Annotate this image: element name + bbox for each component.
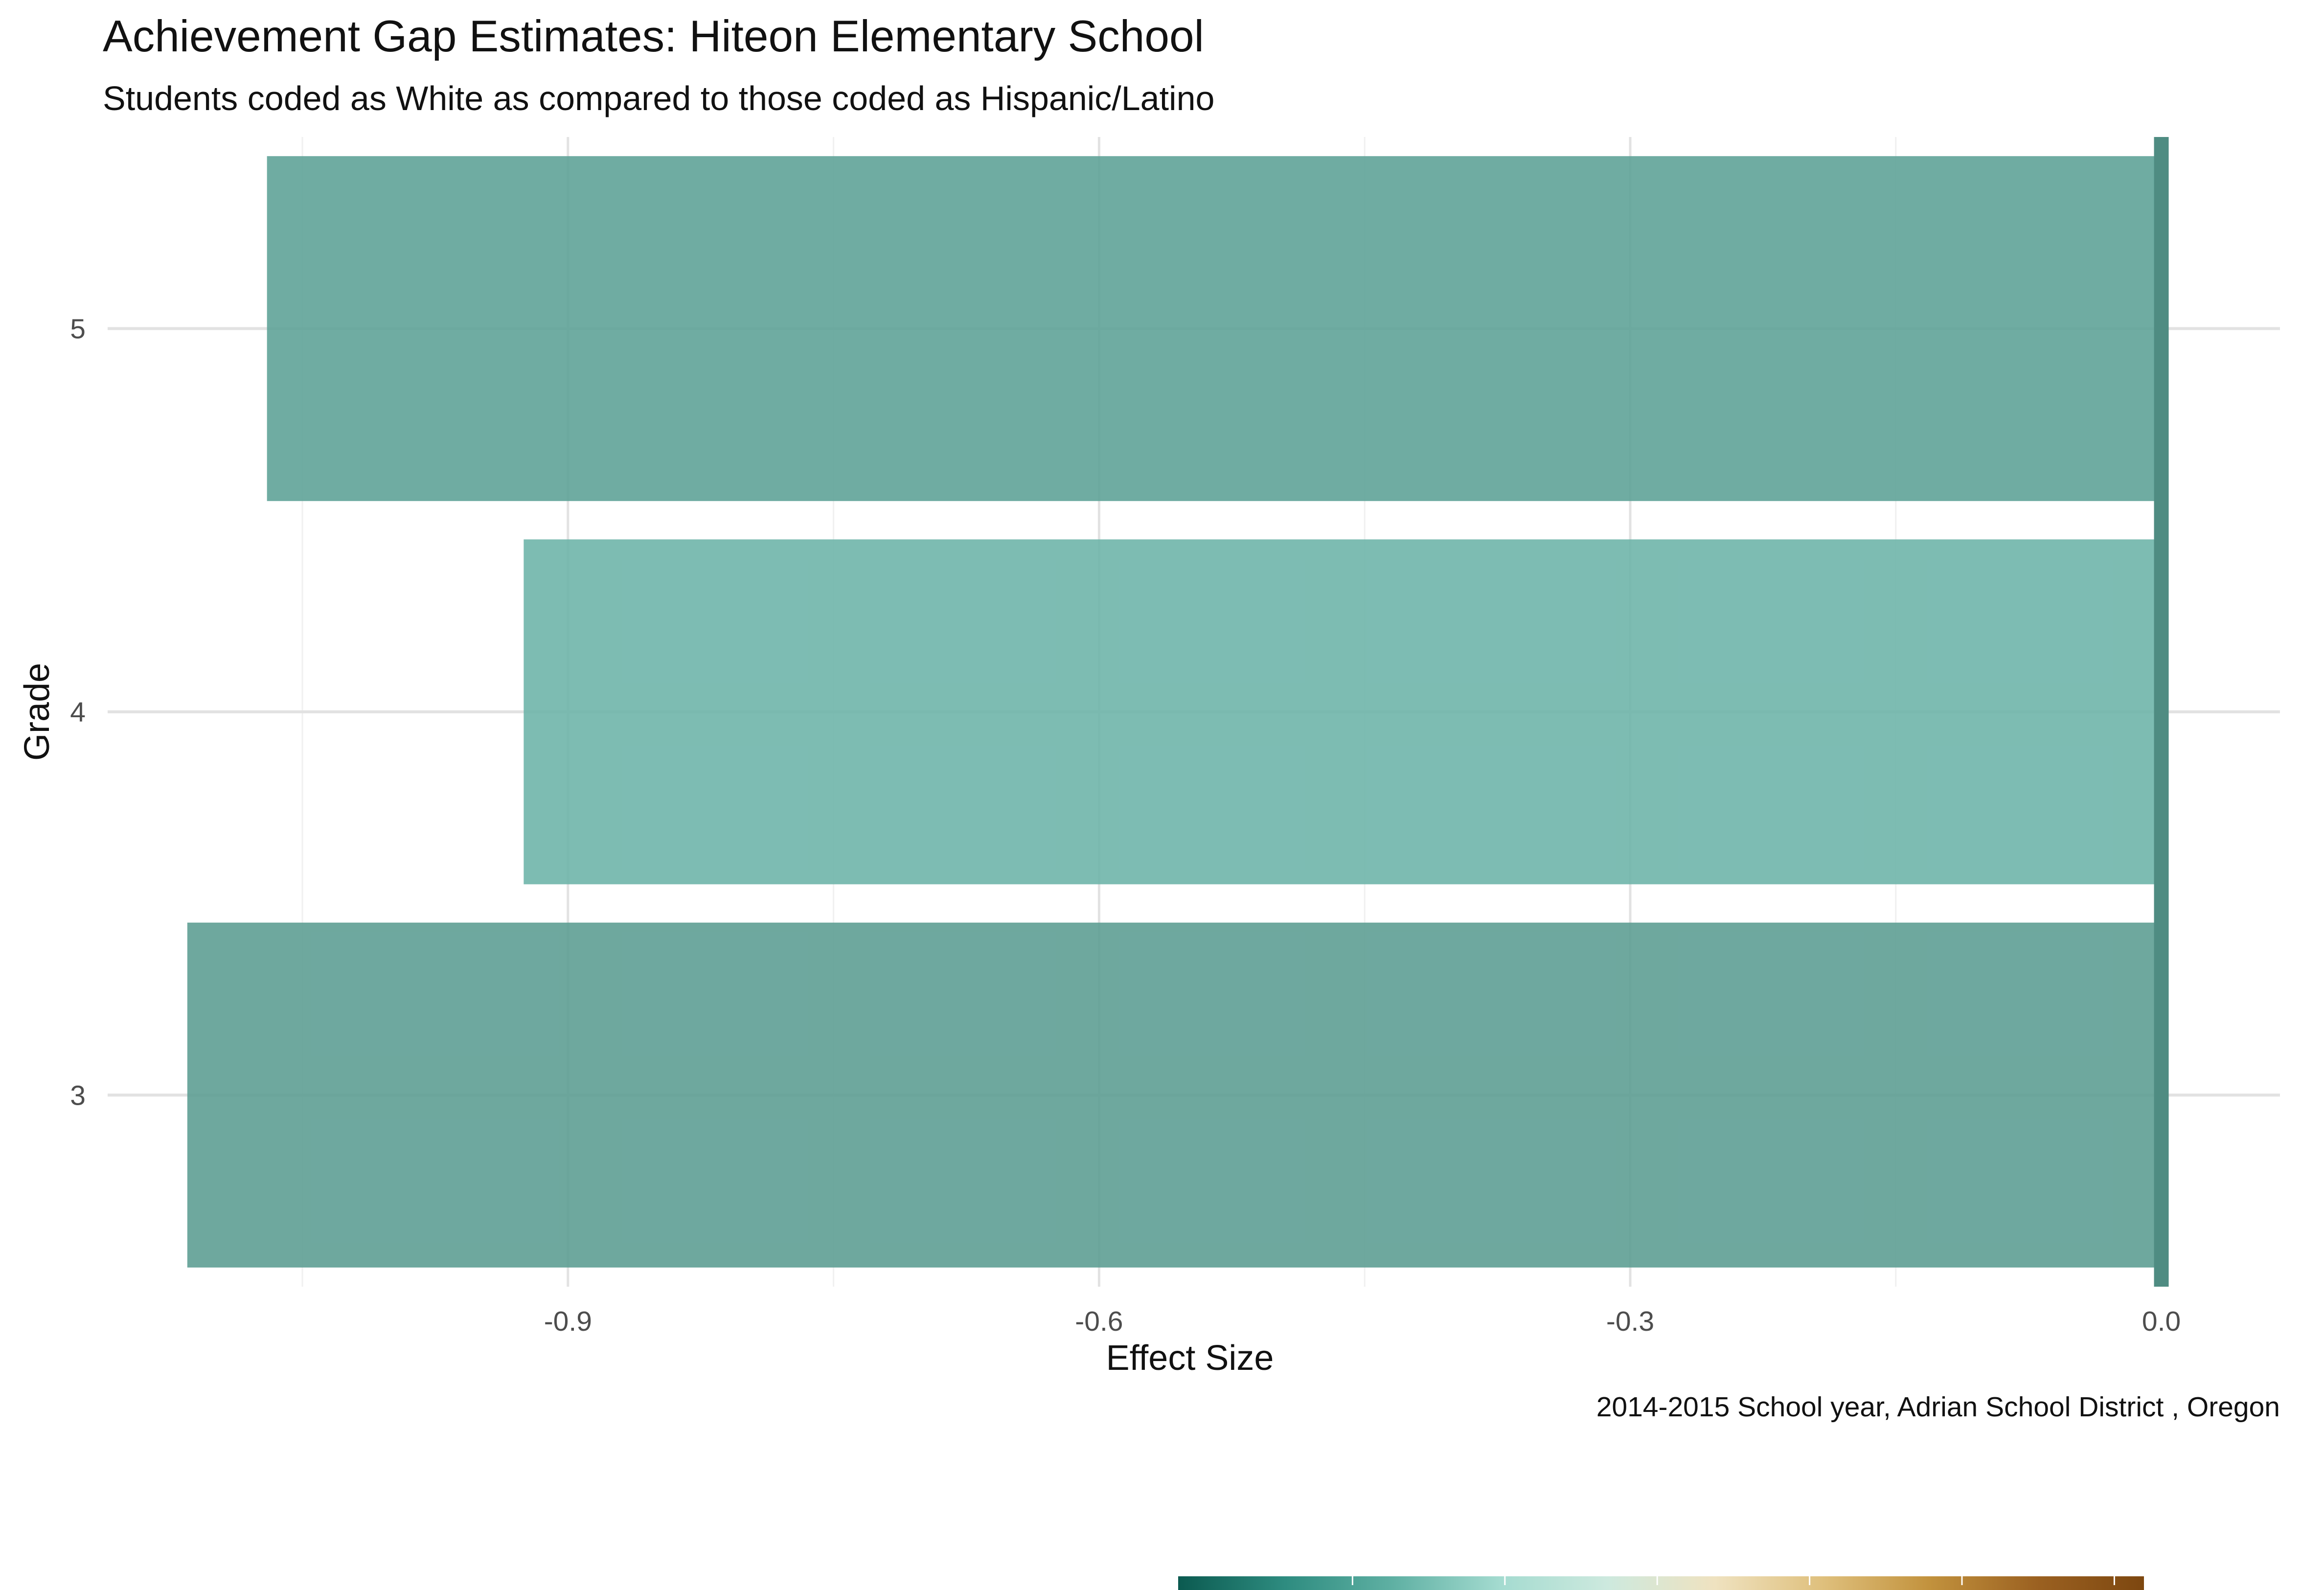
colorbar-gradient — [1178, 1576, 2144, 1590]
bar-grade-3 — [187, 922, 2162, 1268]
y-tick-labels: 3 4 5 — [70, 314, 86, 1112]
x-tick-label: -0.9 — [544, 1306, 592, 1337]
x-tick-label: 0.0 — [2142, 1306, 2181, 1337]
bar-grade-4 — [524, 539, 2162, 885]
x-tick-labels: -0.9 -0.6 -0.3 0.0 — [544, 1306, 2181, 1337]
bar-grade-5 — [267, 156, 2162, 501]
chart-subtitle: Students coded as White as compared to t… — [103, 79, 1214, 117]
color-scale-legend — [1178, 1576, 2144, 1590]
x-tick-label: -0.6 — [1075, 1306, 1123, 1337]
colorbar-ticks — [1351, 1576, 2115, 1585]
y-tick-label: 5 — [70, 314, 86, 345]
x-axis-title: Effect Size — [1106, 1339, 1274, 1378]
y-axis-title: Grade — [18, 663, 57, 761]
x-tick-label: -0.3 — [1606, 1306, 1654, 1337]
y-tick-label: 3 — [70, 1080, 86, 1111]
y-tick-label: 4 — [70, 697, 86, 728]
bars — [187, 156, 2162, 1268]
chart-caption: 2014-2015 School year, Adrian School Dis… — [1596, 1391, 2280, 1423]
chart-title: Achievement Gap Estimates: Hiteon Elemen… — [103, 12, 1204, 61]
